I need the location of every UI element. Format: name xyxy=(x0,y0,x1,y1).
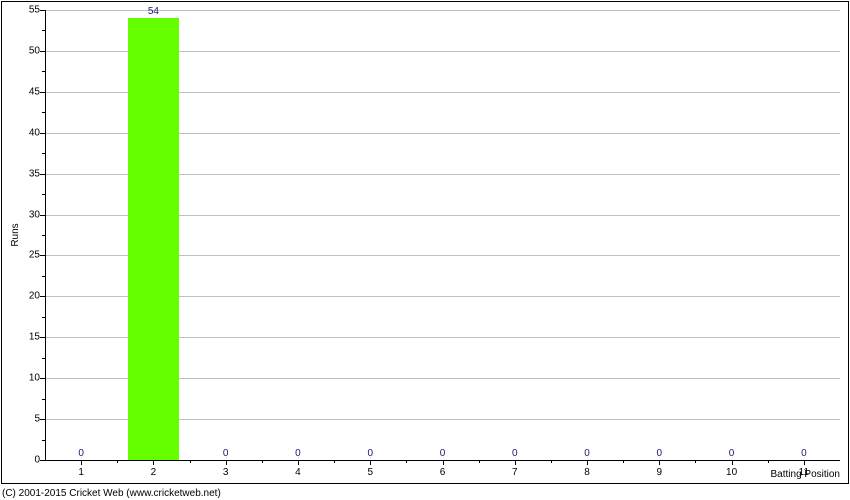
y-tick-label: 25 xyxy=(29,250,40,261)
y-tick-label: 55 xyxy=(29,5,40,16)
y-tick-label: 35 xyxy=(29,168,40,179)
y-tick-label: 10 xyxy=(29,373,40,384)
x-tick-label: 6 xyxy=(440,467,446,478)
x-axis xyxy=(45,460,840,461)
y-tick-label: 5 xyxy=(34,414,40,425)
y-axis xyxy=(45,10,46,460)
x-tick-label: 8 xyxy=(584,467,590,478)
y-tick-label: 15 xyxy=(29,332,40,343)
plot-area: 054000000000 xyxy=(45,10,840,460)
bar-value-label: 0 xyxy=(729,448,735,459)
chart-container: 054000000000 Runs Batting Position (C) 2… xyxy=(0,0,850,500)
x-tick-label: 5 xyxy=(367,467,373,478)
bar-value-label: 0 xyxy=(801,448,807,459)
bar-value-label: 54 xyxy=(148,6,159,17)
x-tick-label: 4 xyxy=(295,467,301,478)
bar-value-label: 0 xyxy=(440,448,446,459)
x-tick-label: 11 xyxy=(799,467,809,478)
y-axis-title: Runs xyxy=(10,223,21,246)
bar-value-label: 0 xyxy=(78,448,84,459)
y-tick-label: 20 xyxy=(29,291,40,302)
y-tick-label: 50 xyxy=(29,45,40,56)
copyright-text: (C) 2001-2015 Cricket Web (www.cricketwe… xyxy=(2,488,221,499)
y-tick-label: 40 xyxy=(29,127,40,138)
x-tick-label: 10 xyxy=(726,467,737,478)
bar xyxy=(128,18,179,460)
grid-line xyxy=(45,10,840,11)
x-tick-label: 1 xyxy=(78,467,84,478)
bar-value-label: 0 xyxy=(657,448,663,459)
x-tick-label: 3 xyxy=(223,467,229,478)
bar-value-label: 0 xyxy=(367,448,373,459)
x-tick-label: 7 xyxy=(512,467,518,478)
y-tick-label: 45 xyxy=(29,86,40,97)
x-tick-label: 2 xyxy=(151,467,157,478)
bar-value-label: 0 xyxy=(512,448,518,459)
y-tick-label: 0 xyxy=(34,455,40,466)
y-tick-label: 30 xyxy=(29,209,40,220)
bar-value-label: 0 xyxy=(223,448,229,459)
bar-value-label: 0 xyxy=(584,448,590,459)
bar-value-label: 0 xyxy=(295,448,301,459)
x-tick-label: 9 xyxy=(657,467,663,478)
